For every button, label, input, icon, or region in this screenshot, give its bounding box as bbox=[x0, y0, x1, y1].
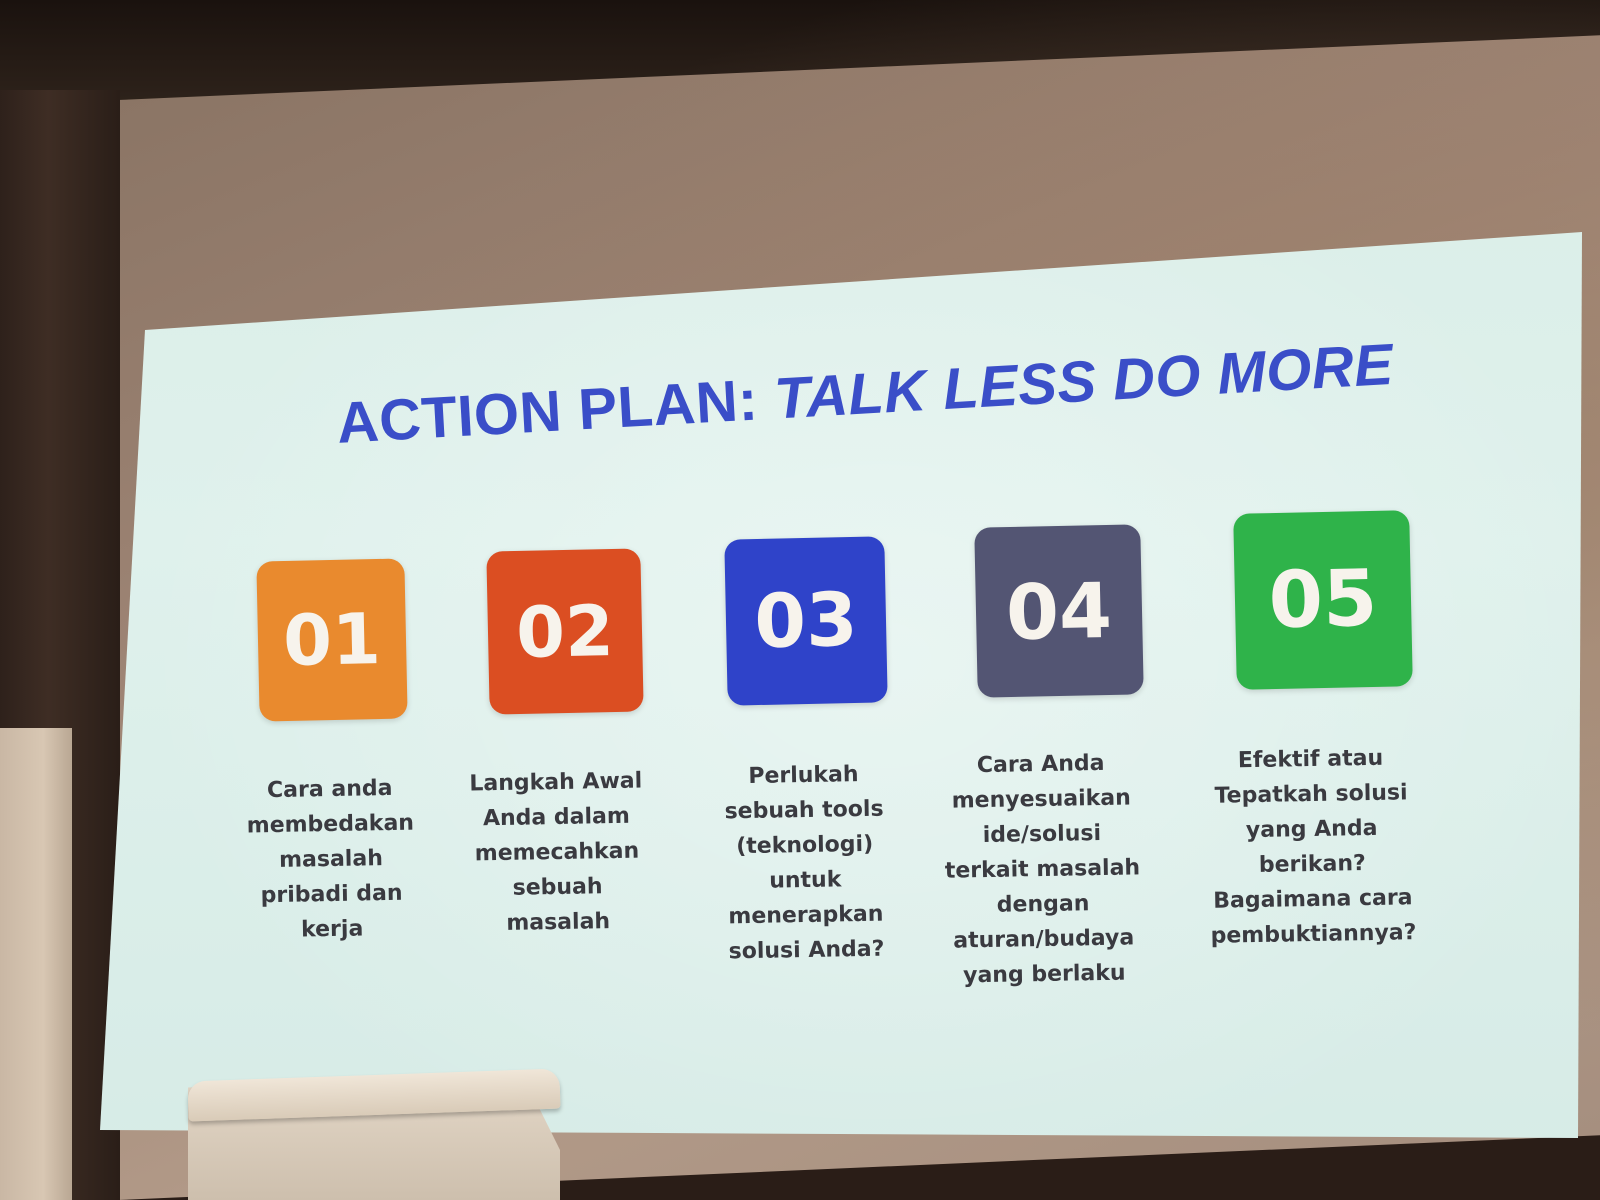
flipchart-board bbox=[0, 728, 72, 1200]
step-description-03: Perlukah sebuah tools (teknologi) untuk … bbox=[724, 762, 885, 965]
step-description-01: Cara anda membedakan masalah pribadi dan… bbox=[246, 775, 415, 943]
step-badge-02: 02 bbox=[486, 548, 644, 715]
step-badge-04: 04 bbox=[974, 524, 1144, 698]
step-badge-03: 03 bbox=[724, 536, 888, 706]
step-badge-05: 05 bbox=[1233, 510, 1413, 690]
step-description-02: Langkah Awal Anda dalam memecahkan sebua… bbox=[469, 768, 643, 936]
step-description-05: Efektif atau Tepatkah solusi yang Anda b… bbox=[1210, 745, 1417, 949]
step-badge-01: 01 bbox=[256, 558, 408, 722]
step-description-04: Cara Anda menyesuaikan ide/solusi terkai… bbox=[944, 750, 1141, 989]
